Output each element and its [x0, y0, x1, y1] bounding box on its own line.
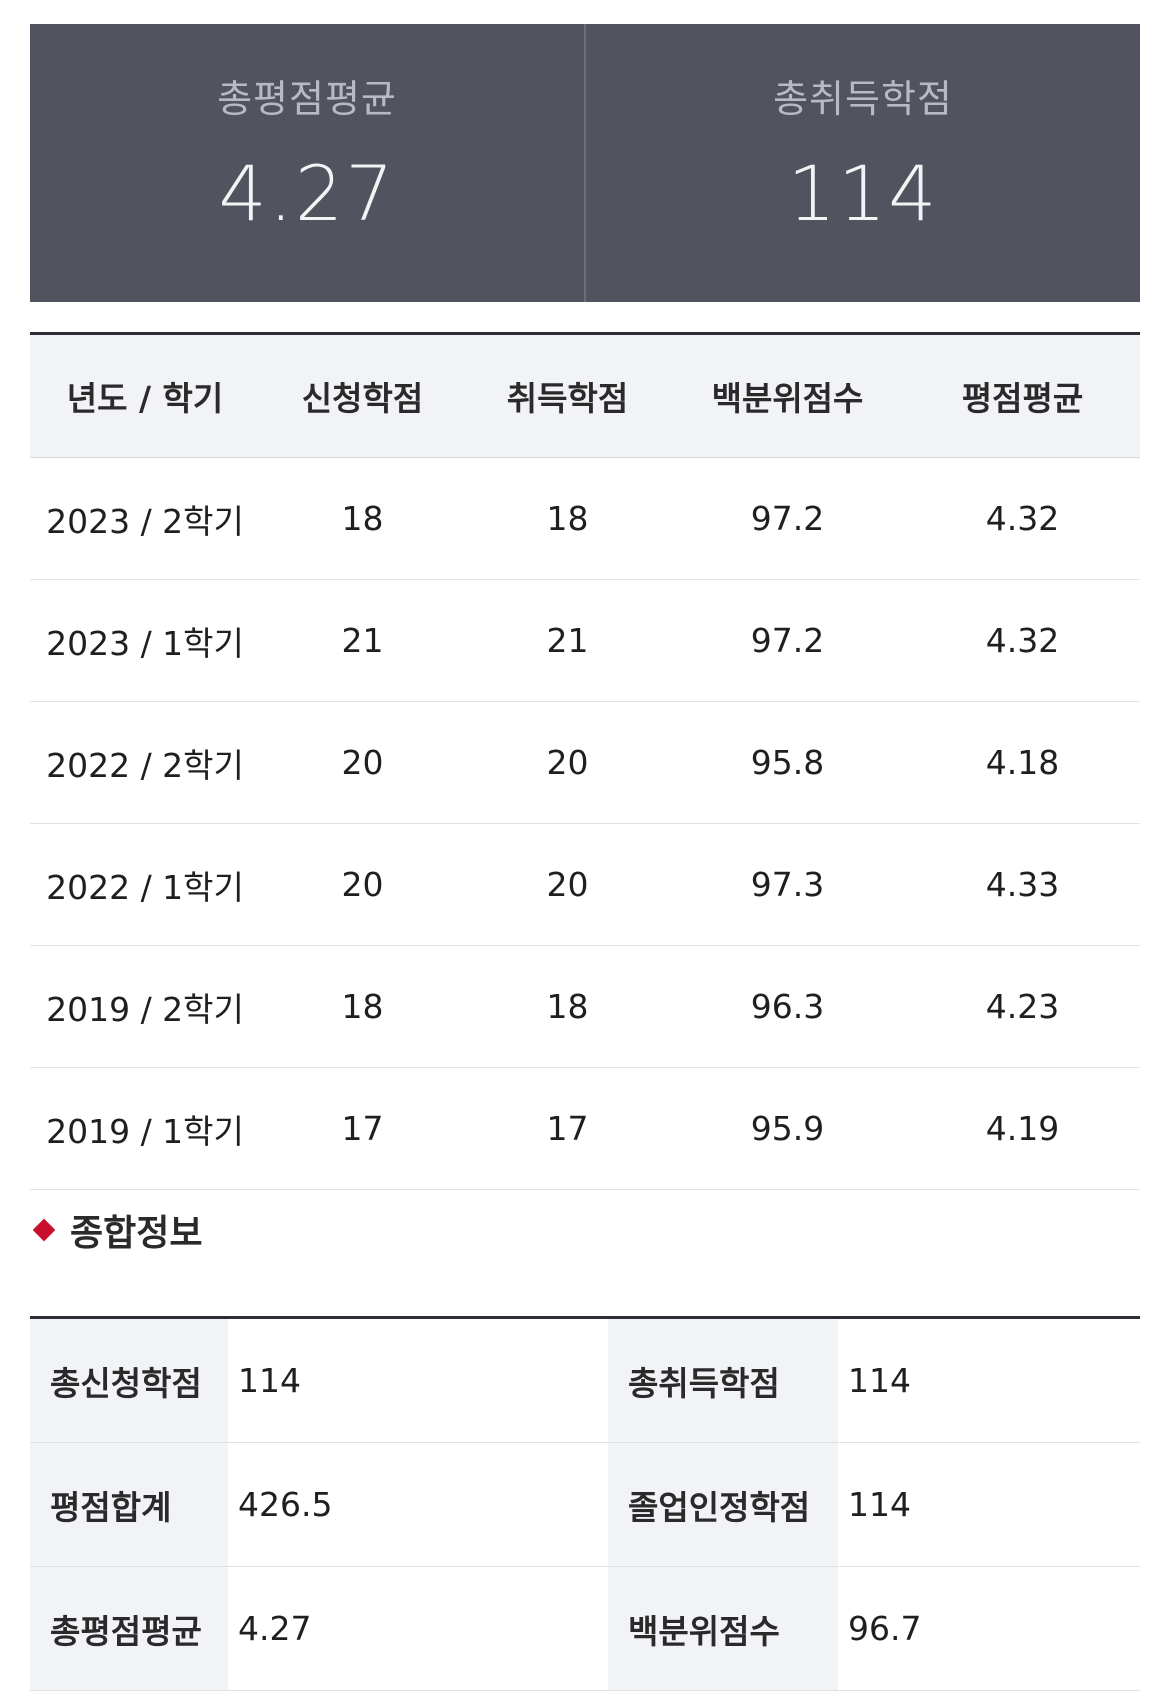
gpa-summary-label: 총평점평균: [217, 77, 397, 121]
info-value-grade-point-sum: 426.5: [228, 1442, 608, 1567]
table-header-row: 년도 / 학기 신청학점 취득학점 백분위점수 평점평균: [30, 333, 1140, 458]
header-percentile-score: 백분위점수: [670, 333, 905, 458]
cell-year-semester: 2022 / 2학기: [30, 701, 260, 824]
info-key-total-earned-credits: 총취득학점: [608, 1317, 838, 1443]
header-gpa: 평점평균: [905, 333, 1140, 458]
info-key-overall-gpa: 총평점평균: [30, 1566, 228, 1691]
cell-earned-credits: 21: [465, 579, 670, 702]
cell-percentile-score: 96.3: [670, 945, 905, 1068]
info-key-graduation-credits: 졸업인정학점: [608, 1442, 838, 1567]
section-heading: 종합정보: [30, 1204, 202, 1256]
header-year-semester: 년도 / 학기: [30, 333, 260, 458]
summary-info-table: 총신청학점 114 총취득학점 114 평점합계 426.5 졸업인정학점 11…: [30, 1316, 1140, 1691]
cell-year-semester: 2023 / 1학기: [30, 579, 260, 702]
table-row: 2023 / 2학기 18 18 97.2 4.32: [30, 457, 1140, 580]
summary-panel: 총평점평균 4.27 총취득학점 114: [30, 24, 1140, 302]
cell-earned-credits: 17: [465, 1067, 670, 1190]
info-key-percentile-score: 백분위점수: [608, 1566, 838, 1691]
info-row: 평점합계 426.5 졸업인정학점 114: [30, 1442, 1140, 1567]
cell-requested-credits: 20: [260, 701, 465, 824]
table-row: 2022 / 1학기 20 20 97.3 4.33: [30, 823, 1140, 946]
table-row: 2023 / 1학기 21 21 97.2 4.32: [30, 579, 1140, 702]
cell-gpa: 4.18: [905, 701, 1140, 824]
cell-gpa: 4.19: [905, 1067, 1140, 1190]
cell-earned-credits: 20: [465, 701, 670, 824]
cell-gpa: 4.23: [905, 945, 1140, 1068]
cell-percentile-score: 95.8: [670, 701, 905, 824]
info-row: 총신청학점 114 총취득학점 114: [30, 1317, 1140, 1443]
table-row: 2019 / 1학기 17 17 95.9 4.19: [30, 1067, 1140, 1190]
semester-grades-table: 년도 / 학기 신청학점 취득학점 백분위점수 평점평균 2023 / 2학기 …: [30, 332, 1140, 1190]
credits-summary-label: 총취득학점: [773, 77, 953, 121]
diamond-bullet-icon: [32, 1218, 56, 1242]
cell-percentile-score: 97.2: [670, 579, 905, 702]
info-value-total-requested-credits: 114: [228, 1317, 608, 1443]
cell-year-semester: 2019 / 1학기: [30, 1067, 260, 1190]
cell-percentile-score: 95.9: [670, 1067, 905, 1190]
cell-percentile-score: 97.2: [670, 457, 905, 580]
gpa-summary: 총평점평균 4.27: [30, 24, 584, 302]
cell-gpa: 4.32: [905, 579, 1140, 702]
cell-requested-credits: 20: [260, 823, 465, 946]
info-value-total-earned-credits: 114: [838, 1317, 1140, 1443]
cell-year-semester: 2023 / 2학기: [30, 457, 260, 580]
cell-requested-credits: 18: [260, 945, 465, 1068]
header-earned-credits: 취득학점: [465, 333, 670, 458]
cell-requested-credits: 21: [260, 579, 465, 702]
cell-percentile-score: 97.3: [670, 823, 905, 946]
table-row: 2019 / 2학기 18 18 96.3 4.23: [30, 945, 1140, 1068]
info-row: 총평점평균 4.27 백분위점수 96.7: [30, 1566, 1140, 1691]
header-requested-credits: 신청학점: [260, 333, 465, 458]
cell-earned-credits: 18: [465, 457, 670, 580]
cell-earned-credits: 20: [465, 823, 670, 946]
cell-year-semester: 2022 / 1학기: [30, 823, 260, 946]
info-key-grade-point-sum: 평점합계: [30, 1442, 228, 1567]
cell-year-semester: 2019 / 2학기: [30, 945, 260, 1068]
gpa-summary-value: 4.27: [218, 149, 396, 238]
table-row: 2022 / 2학기 20 20 95.8 4.18: [30, 701, 1140, 824]
info-key-total-requested-credits: 총신청학점: [30, 1317, 228, 1443]
cell-requested-credits: 17: [260, 1067, 465, 1190]
info-value-percentile-score: 96.7: [838, 1566, 1140, 1691]
info-value-graduation-credits: 114: [838, 1442, 1140, 1567]
credits-summary: 총취득학점 114: [584, 24, 1140, 302]
info-value-overall-gpa: 4.27: [228, 1566, 608, 1691]
credits-summary-value: 114: [787, 149, 939, 238]
section-heading-label: 종합정보: [70, 1213, 203, 1254]
cell-gpa: 4.32: [905, 457, 1140, 580]
cell-gpa: 4.33: [905, 823, 1140, 946]
cell-earned-credits: 18: [465, 945, 670, 1068]
cell-requested-credits: 18: [260, 457, 465, 580]
